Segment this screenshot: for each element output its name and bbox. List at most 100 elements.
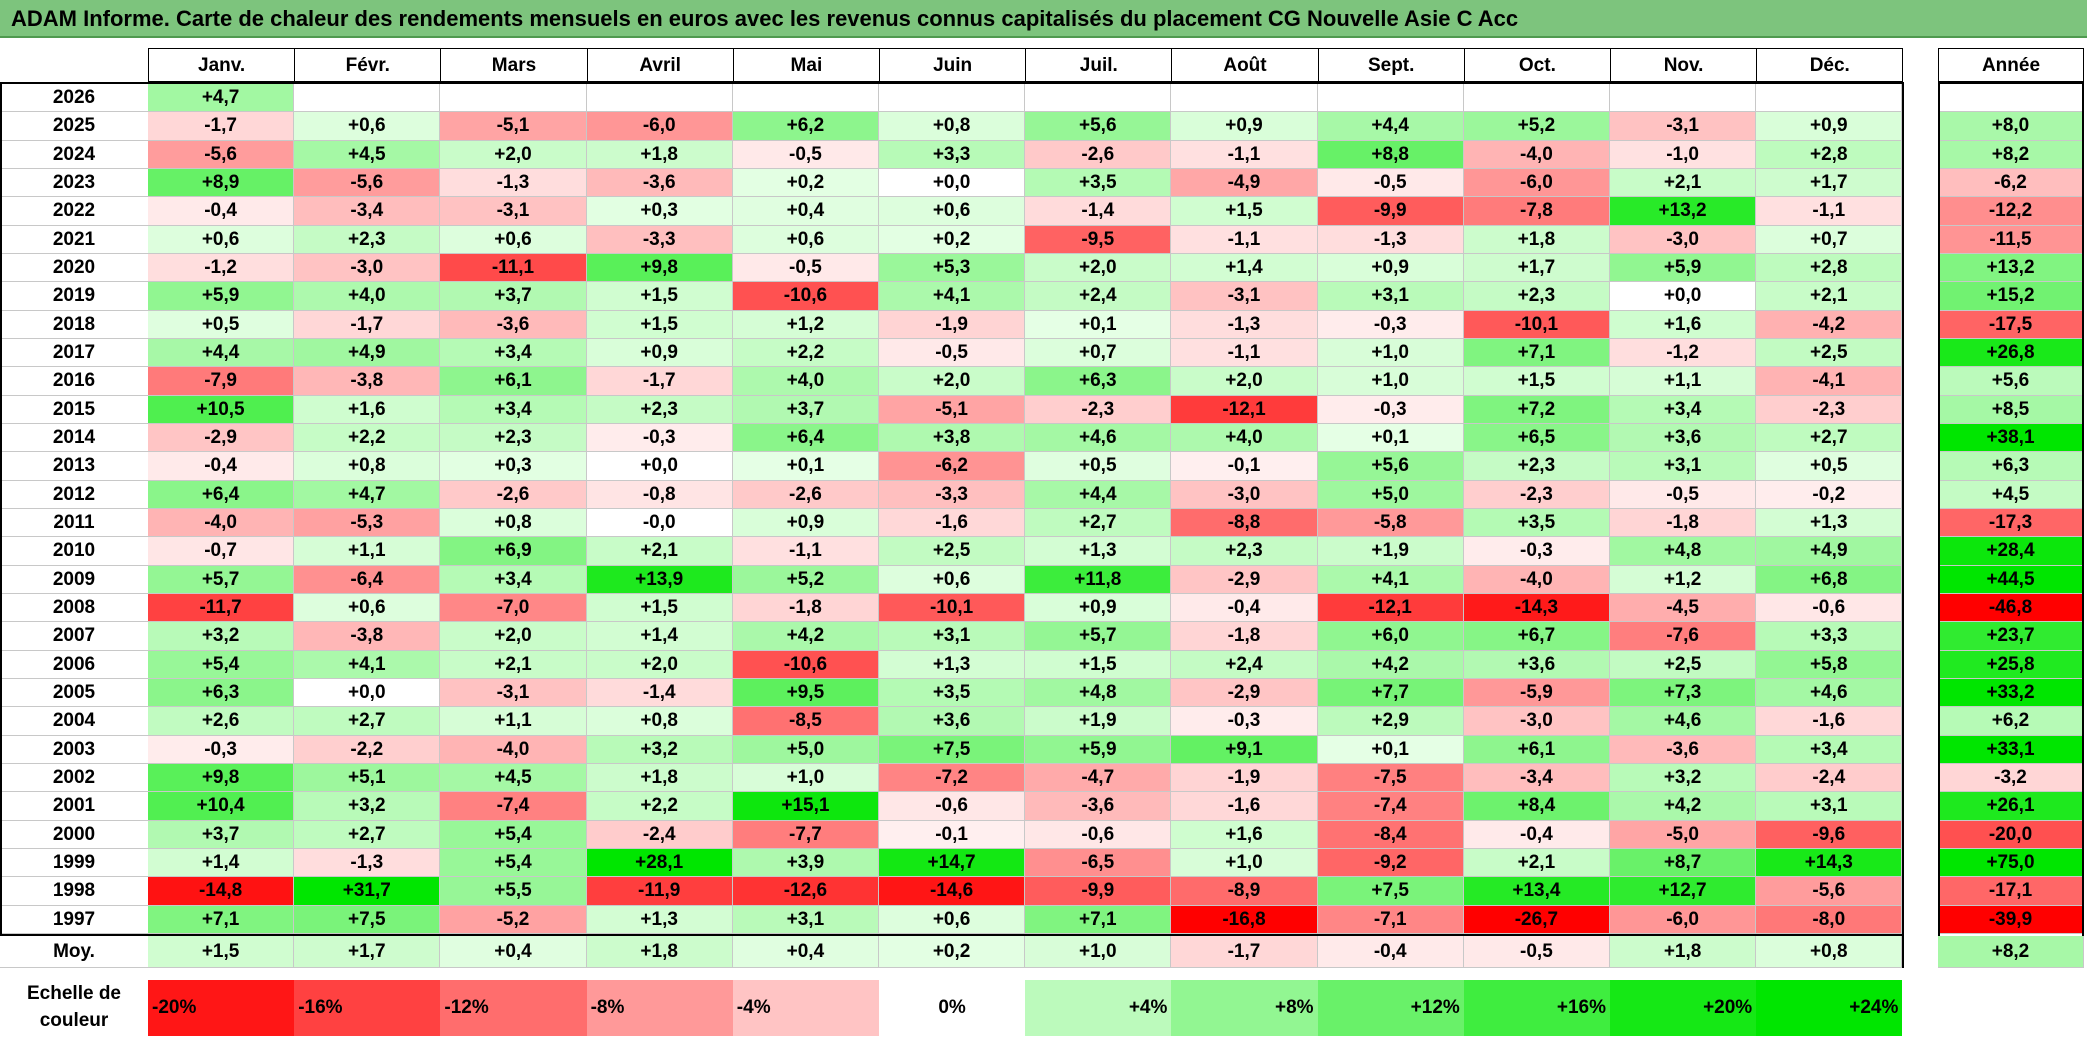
heatmap-cell: +4,6 <box>1025 423 1172 453</box>
heatmap-cell: +6,3 <box>148 678 295 708</box>
heatmap-cell: -4,9 <box>1171 168 1318 198</box>
heatmap-cell: +5,9 <box>1025 735 1172 764</box>
heatmap-cell: +4,9 <box>1756 537 1903 566</box>
annual-cell: +75,0 <box>1938 848 2084 878</box>
heatmap-cell: -8,0 <box>1756 905 1903 934</box>
heatmap-cell: +1,3 <box>1025 537 1172 566</box>
heatmap-cell: +7,7 <box>1317 678 1464 708</box>
heatmap-cell <box>294 84 441 113</box>
scale-step: +20% <box>1610 980 1757 1036</box>
heatmap-cell: +1,0 <box>1171 848 1318 878</box>
heatmap-cell: -5,6 <box>1756 877 1903 906</box>
heatmap-cell: +3,7 <box>440 282 587 311</box>
heatmap-cell: +1,6 <box>1610 310 1757 339</box>
heatmap-cell: +0,6 <box>879 565 1026 594</box>
heatmap-cell: +2,4 <box>1025 282 1172 311</box>
heatmap-cell: +1,4 <box>1171 253 1318 283</box>
heatmap-cell: +5,0 <box>1317 480 1464 509</box>
annual-cell: +8,2 <box>1938 140 2084 169</box>
heatmap-cell: +3,2 <box>294 792 441 821</box>
heatmap-cell <box>586 84 733 113</box>
heatmap-cell: -2,6 <box>440 480 587 509</box>
heatmap-cell: -4,7 <box>1025 763 1172 793</box>
scale-step: -8% <box>586 980 733 1036</box>
heatmap-cell: +0,9 <box>1171 112 1318 141</box>
heatmap-cell: -0,6 <box>1756 593 1903 623</box>
annual-cell: +33,1 <box>1938 735 2084 764</box>
heatmap-cell: +1,5 <box>1171 197 1318 226</box>
heatmap-cell: -5,2 <box>440 905 587 934</box>
heatmap-cell: -6,0 <box>1463 168 1610 198</box>
heatmap-cell: -1,1 <box>1756 197 1903 226</box>
year-label: 2022 <box>0 197 148 226</box>
heatmap-cell: +3,9 <box>732 848 879 878</box>
heatmap-cell: +3,2 <box>148 622 295 651</box>
average-cell: +1,7 <box>294 936 441 968</box>
heatmap-cell <box>879 84 1026 113</box>
heatmap-cell: -0,3 <box>148 735 295 764</box>
heatmap-cell: +2,3 <box>1171 537 1318 566</box>
heatmap-cell: +2,8 <box>1756 140 1903 169</box>
heatmap-cell: -6,5 <box>1025 848 1172 878</box>
heatmap-cell: -1,7 <box>586 367 733 396</box>
heatmap-cell: +1,5 <box>1463 367 1610 396</box>
heatmap-cell: +6,4 <box>732 423 879 453</box>
color-scale-label: Echelle de couleur <box>0 980 148 1036</box>
heatmap-cell: +15,1 <box>732 792 879 821</box>
heatmap-cell: -3,1 <box>440 678 587 708</box>
heatmap-cell: -6,0 <box>586 112 733 141</box>
heatmap-cell: -3,3 <box>879 480 1026 509</box>
heatmap-cell: -3,8 <box>294 622 441 651</box>
heatmap-cell: -1,8 <box>732 593 879 623</box>
heatmap-cell: +0,0 <box>586 452 733 481</box>
heatmap-cell: +0,6 <box>879 197 1026 226</box>
year-label: 2007 <box>0 622 148 651</box>
heatmap-cell: -2,3 <box>1463 480 1610 509</box>
heatmap-cell: +2,1 <box>586 537 733 566</box>
heatmap-cell: +0,6 <box>732 225 879 254</box>
heatmap-cell: -14,6 <box>879 877 1026 906</box>
month-header: Sept. <box>1317 48 1465 82</box>
year-label: 2016 <box>0 367 148 396</box>
year-label: 2009 <box>0 565 148 594</box>
heatmap-cell: -3,3 <box>586 225 733 254</box>
heatmap-cell: -3,0 <box>1610 225 1757 254</box>
year-label: 2018 <box>0 310 148 339</box>
heatmap-cell: +12,7 <box>1610 877 1757 906</box>
heatmap-cell: -5,6 <box>148 140 295 169</box>
scale-step: +16% <box>1463 980 1610 1036</box>
heatmap-cell: +1,7 <box>1463 253 1610 283</box>
heatmap-cell: +9,1 <box>1171 735 1318 764</box>
heatmap-cell: +6,4 <box>148 480 295 509</box>
annual-cell: -20,0 <box>1938 820 2084 849</box>
heatmap-cell: +8,8 <box>1317 140 1464 169</box>
year-label: 2003 <box>0 735 148 764</box>
heatmap-cell: -4,2 <box>1756 310 1903 339</box>
heatmap-cell: -2,9 <box>1171 678 1318 708</box>
heatmap-cell: +6,8 <box>1756 565 1903 594</box>
heatmap-cell: -3,1 <box>1171 282 1318 311</box>
heatmap-cell: -0,5 <box>879 338 1026 368</box>
heatmap-cell: +1,3 <box>586 905 733 934</box>
heatmap-cell: +10,4 <box>148 792 295 821</box>
heatmap-cell: -1,2 <box>148 253 295 283</box>
heatmap-cell <box>732 84 879 113</box>
heatmap-cell: -2,4 <box>586 820 733 849</box>
heatmap-cell: -0,8 <box>586 480 733 509</box>
average-cell: +1,0 <box>1025 936 1172 968</box>
annual-cell: +23,7 <box>1938 622 2084 651</box>
heatmap-cell: +1,2 <box>1610 565 1757 594</box>
heatmap-cell: +6,3 <box>1025 367 1172 396</box>
heatmap-cell: +1,1 <box>294 537 441 566</box>
heatmap-cell: +7,5 <box>294 905 441 934</box>
heatmap-cell: +2,4 <box>1171 650 1318 679</box>
heatmap-cell: -3,6 <box>1610 735 1757 764</box>
heatmap-cell: +1,0 <box>1317 367 1464 396</box>
annual-cell: -17,5 <box>1938 310 2084 339</box>
heatmap-cell: -1,1 <box>1171 338 1318 368</box>
heatmap-cell: +1,8 <box>586 140 733 169</box>
heatmap-cell: -0,4 <box>148 197 295 226</box>
heatmap-cell: -1,7 <box>148 112 295 141</box>
heatmap-cell: -1,2 <box>1610 338 1757 368</box>
heatmap-cell: +0,8 <box>586 707 733 736</box>
